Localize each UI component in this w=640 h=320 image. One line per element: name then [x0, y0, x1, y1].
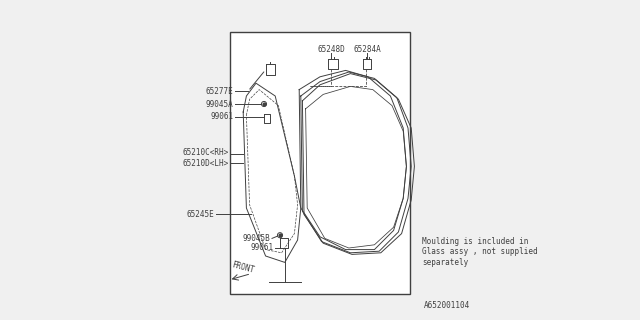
Text: A652001104: A652001104	[424, 301, 470, 310]
Text: 99045B: 99045B	[243, 234, 270, 243]
Text: 65284A: 65284A	[353, 45, 381, 54]
Text: 65248D: 65248D	[317, 45, 345, 54]
Text: 65210D<LH>: 65210D<LH>	[182, 159, 229, 168]
Text: 65277E: 65277E	[206, 87, 234, 96]
Text: 65245E: 65245E	[187, 210, 214, 219]
Text: 99061: 99061	[211, 112, 234, 121]
Text: 99061: 99061	[250, 244, 274, 252]
Text: 99045A: 99045A	[206, 100, 234, 108]
Text: 65210C<RH>: 65210C<RH>	[182, 148, 229, 156]
Text: FRONT: FRONT	[231, 260, 255, 275]
FancyBboxPatch shape	[230, 32, 410, 294]
Text: Moulding is included in
Glass assy , not supplied
separately: Moulding is included in Glass assy , not…	[422, 237, 538, 267]
